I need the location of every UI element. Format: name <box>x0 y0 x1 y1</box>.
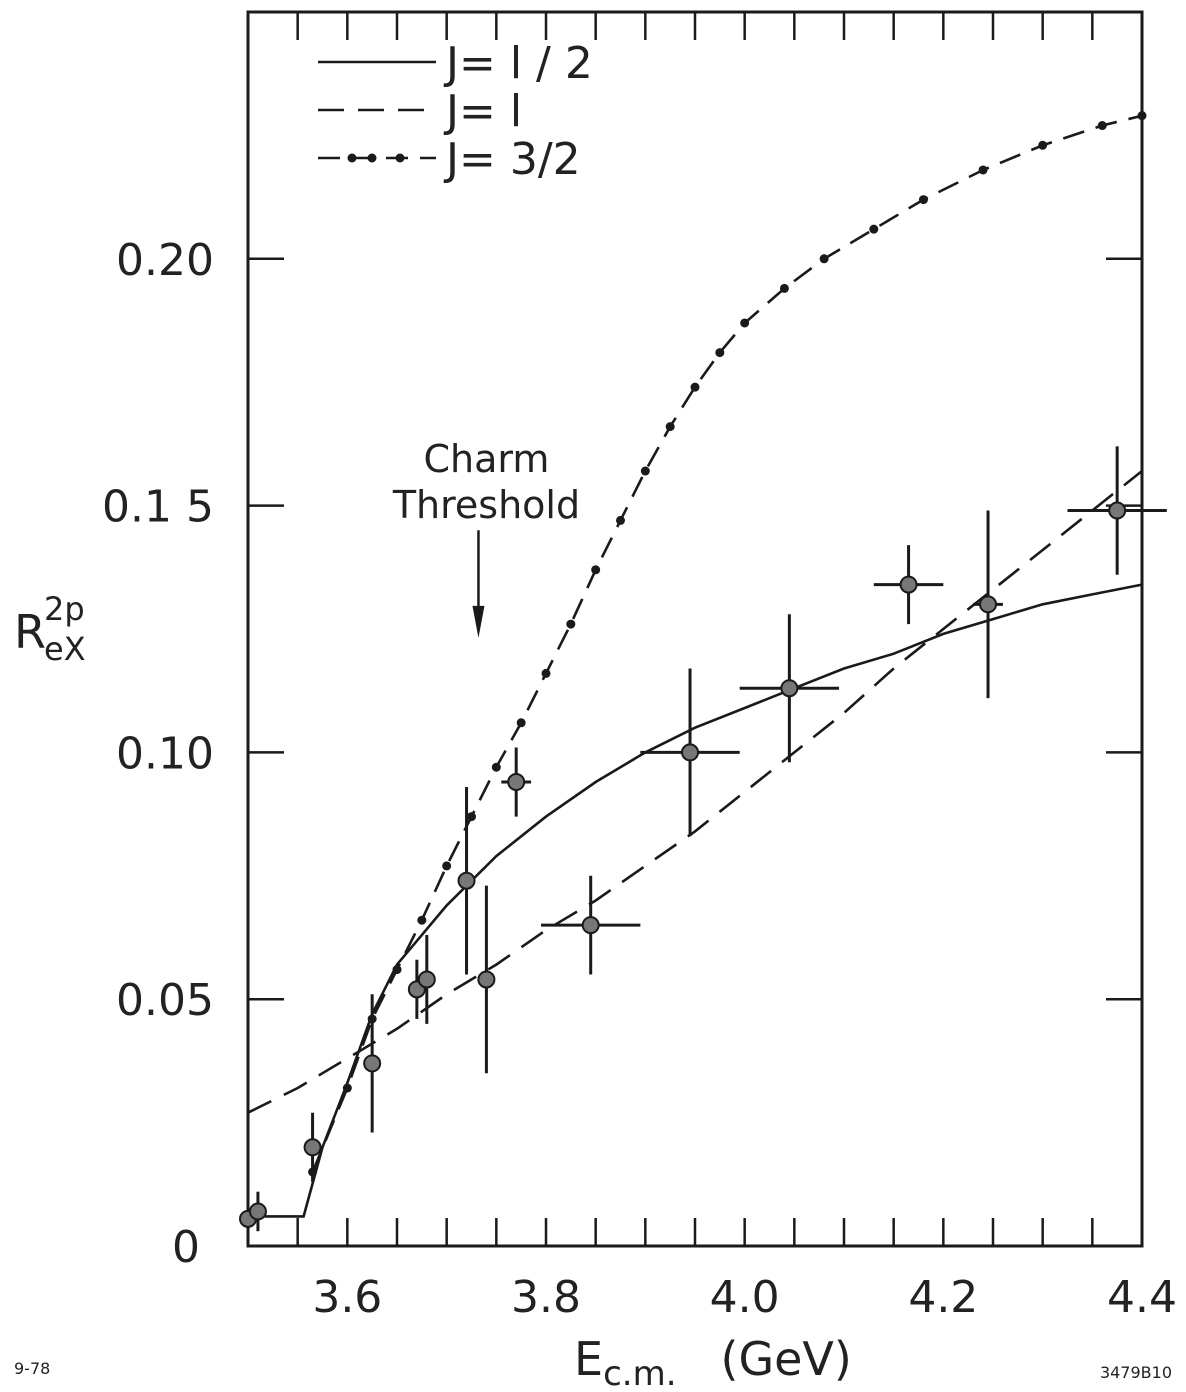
series-line <box>248 583 1143 1218</box>
y-tick-label: 0.05 <box>116 975 214 1026</box>
data-point <box>417 970 436 989</box>
data-point <box>581 916 600 935</box>
series-dot <box>491 762 501 772</box>
x-tick-label: 3.6 <box>312 1272 382 1323</box>
y-tick-label: 0.1 5 <box>102 482 214 533</box>
y-tick-label: 0.20 <box>116 235 214 286</box>
legend-label: J= l / 2 <box>443 38 593 89</box>
x-tick-label: 4.0 <box>710 1272 780 1323</box>
series-dot <box>467 812 476 822</box>
y-axis-label-sub: eX <box>44 630 86 668</box>
data-point <box>248 1202 267 1221</box>
series-dot <box>819 254 829 264</box>
series-dot <box>541 668 551 678</box>
figure-id: 3479B10 <box>1100 1363 1172 1382</box>
y-axis-label-sup: 2p <box>44 590 85 628</box>
series-dot <box>1137 111 1147 121</box>
series-dot <box>591 565 601 575</box>
series-line <box>247 469 1143 1114</box>
tick-labels: 3.6 3.8 4.0 4.2 4.4 0 0.05 0.10 0.1 5 0.20 <box>102 235 1177 1323</box>
annotation-line-1: Charm <box>424 437 550 481</box>
series-dot <box>417 915 427 925</box>
data-point <box>780 679 799 698</box>
figure-date: 9-78 <box>14 1359 50 1378</box>
series-dot <box>442 861 452 871</box>
x-tick-label: 3.8 <box>511 1272 581 1323</box>
series-dot <box>665 422 675 432</box>
series-dot <box>516 718 526 728</box>
y-tick-label: 0 <box>172 1222 200 1273</box>
data-point <box>681 743 700 762</box>
plot-frame <box>246 10 1144 1248</box>
data-point <box>899 575 918 594</box>
legend-label: J= l <box>443 86 522 137</box>
series-dot <box>779 283 789 293</box>
series-dot <box>1097 121 1107 131</box>
series-dot <box>616 515 625 525</box>
y-axis-label-main: R <box>14 605 46 659</box>
legend-dot <box>347 153 357 163</box>
data-point <box>979 595 998 614</box>
series-dot <box>342 1083 352 1093</box>
data-point <box>1108 501 1127 520</box>
data-point <box>363 1054 382 1073</box>
x-axis-label: Ec.m. (GeV) <box>574 1332 852 1392</box>
legend-dot <box>395 153 405 163</box>
series-dot <box>1038 140 1048 150</box>
series-dot <box>978 165 988 175</box>
x-axis-label-unit: (GeV) <box>721 1332 852 1386</box>
series-dot <box>640 466 650 476</box>
x-tick-label: 4.4 <box>1107 1272 1177 1323</box>
series-line <box>311 114 1143 1173</box>
x-axis-label-sub: c.m. <box>603 1354 676 1392</box>
series-dot <box>566 619 576 629</box>
threshold-arrowhead <box>472 605 485 638</box>
series-dot <box>690 382 700 392</box>
series-layer <box>247 111 1147 1218</box>
data-point <box>507 773 526 792</box>
data-point <box>303 1138 322 1157</box>
x-tick-label: 4.2 <box>908 1272 978 1323</box>
y-axis-label: R 2p eX <box>14 590 86 668</box>
data-points-layer <box>239 446 1167 1239</box>
y-tick-label: 0.10 <box>116 728 214 779</box>
data-point <box>457 871 476 890</box>
legend-dot <box>367 153 377 163</box>
series-dot <box>918 195 928 205</box>
axis-ticks <box>248 12 1142 1246</box>
data-point <box>477 970 496 989</box>
charm-threshold-annotation: Charm Threshold <box>392 437 580 638</box>
legend: J= l / 2J= lJ= 3/2 <box>318 38 593 185</box>
series-dot <box>715 348 725 358</box>
x-axis-label-main: E <box>574 1332 603 1386</box>
series-dot <box>869 224 879 234</box>
legend-label: J= 3/2 <box>443 134 581 185</box>
annotation-line-2: Threshold <box>392 483 580 527</box>
series-dot <box>392 965 402 975</box>
series-dot <box>740 318 750 328</box>
